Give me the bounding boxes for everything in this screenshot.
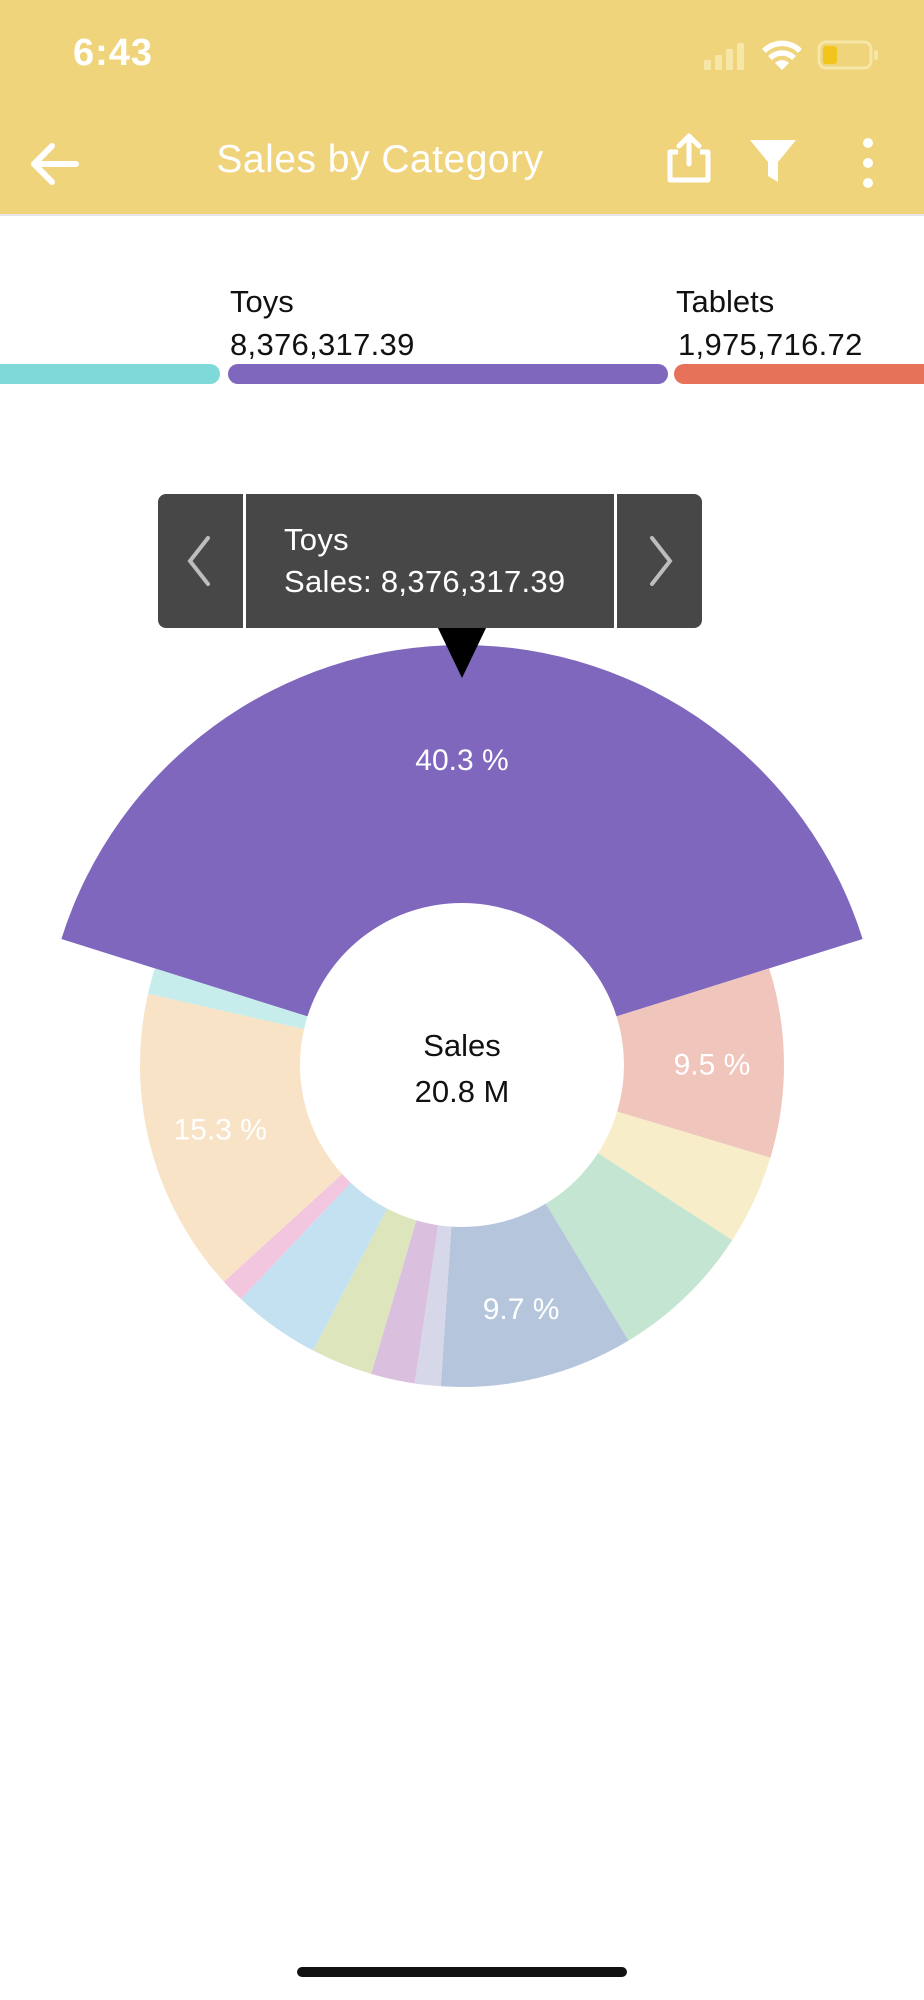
status-icons [704,40,878,70]
pie-slice-4[interactable] [440,1203,629,1388]
status-time: 6:43 [73,32,154,74]
legend-bar-toys[interactable] [228,364,668,384]
battery-icon [817,40,878,70]
pie-slice-2[interactable] [597,1111,771,1241]
legend-bar-partial[interactable] [0,364,220,384]
chart-center-total: 20.8 M [414,1074,510,1109]
legend-value-toys: 8,376,317.39 [230,327,415,362]
donut-chart[interactable]: 40.3 % 9.5 % 9.7 % 15.3 % [0,0,924,1450]
chevron-right-icon[interactable] [646,534,676,588]
pie-slice-label-10: 15.3 % [174,1114,267,1147]
chart-center-label: Sales [423,1028,501,1063]
tooltip-category: Toys [284,522,349,557]
home-indicator [297,1967,627,1977]
pie-slice-label-0: 40.3 % [415,744,508,777]
app-header: 6:43 Sales by Category [0,0,924,214]
back-arrow-icon[interactable] [28,140,80,188]
tooltip-separator-left [243,494,246,628]
pie-slice-6[interactable] [371,1220,439,1384]
pie-slice-8[interactable] [240,1182,388,1351]
legend-label-toys[interactable]: Toys [230,284,294,319]
filter-icon[interactable] [748,138,798,186]
pie-slice-3[interactable] [545,1153,733,1341]
legend-value-tablets: 1,975,716.72 [678,327,863,362]
share-icon[interactable] [666,132,712,184]
pie-slice-label-1: 9.5 % [674,1048,751,1081]
legend-bar-tablets[interactable] [674,364,924,384]
pie-slice-7[interactable] [313,1208,417,1374]
pie-slice-5[interactable] [414,1225,452,1387]
legend-label-tablets[interactable]: Tablets [676,284,775,319]
tooltip-value: Sales: 8,376,317.39 [284,564,566,599]
chart-tooltip: Toys Sales: 8,376,317.39 [158,494,702,628]
chevron-left-icon[interactable] [184,534,214,588]
more-vertical-icon[interactable] [858,136,878,190]
header-divider [0,214,924,216]
wifi-icon [762,40,802,70]
tooltip-separator-right [614,494,617,628]
pie-slice-11[interactable] [147,968,308,1030]
pie-slice-0[interactable] [61,644,863,1017]
pie-slice-10[interactable] [139,993,343,1282]
page-title: Sales by Category [216,138,544,181]
pie-slice-1[interactable] [616,968,784,1158]
cellular-signal-icon [704,43,744,70]
tooltip-pointer [438,628,486,678]
pie-slice-label-4: 9.7 % [483,1293,560,1326]
pie-slice-9[interactable] [223,1174,351,1300]
